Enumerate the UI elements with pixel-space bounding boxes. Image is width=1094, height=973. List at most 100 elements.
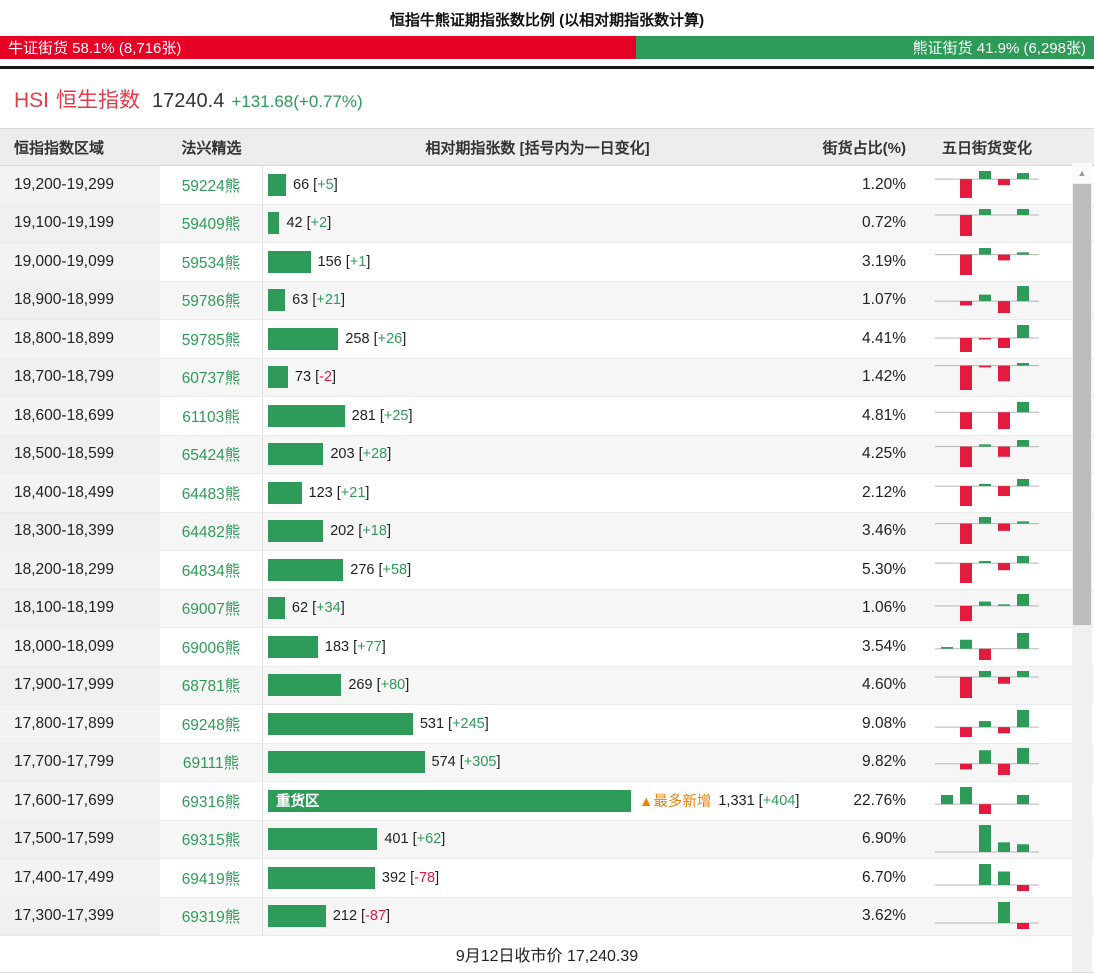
bull-label: 牛证街货 58.1% (8,716张) bbox=[8, 40, 182, 57]
certificate-code-link[interactable]: 69316熊 bbox=[160, 782, 263, 820]
bear-label: 熊证街货 41.9% (6,298张) bbox=[912, 40, 1086, 57]
five-day-sparkline bbox=[935, 786, 1039, 814]
contracts-bar bbox=[268, 212, 280, 235]
most-added-annotation: ▲最多新增 bbox=[639, 794, 712, 811]
contracts-cell: 重货区 ▲最多新增 1,331 [+404] bbox=[263, 782, 812, 820]
certificate-code-link[interactable]: 59224熊 bbox=[160, 166, 263, 204]
contracts-value: 202 [+18] bbox=[330, 523, 391, 540]
index-range-cell: 17,600-17,699 bbox=[0, 782, 160, 820]
certificate-code-link[interactable]: 64483熊 bbox=[160, 474, 263, 512]
index-range-cell: 18,800-18,899 bbox=[0, 320, 160, 358]
col-header-picks: 法兴精选 bbox=[181, 139, 242, 157]
certificate-code-link[interactable]: 65424熊 bbox=[160, 435, 263, 473]
five-day-sparkline bbox=[935, 671, 1039, 699]
contracts-value: 63 [+21] bbox=[292, 292, 345, 309]
certificate-code-link[interactable]: 69111熊 bbox=[160, 743, 263, 781]
certificate-code-link[interactable]: 69319熊 bbox=[160, 897, 263, 935]
five-day-chart-cell bbox=[912, 859, 1062, 897]
col-header-five-day: 五日街货变化 bbox=[941, 139, 1032, 157]
contracts-value: 269 [+80] bbox=[348, 677, 410, 694]
five-day-sparkline bbox=[935, 902, 1039, 930]
table-header-row: 恒指指数区域 法兴精选 相对期指张数 [括号内为一日变化] 街货占比(%) 五日… bbox=[0, 128, 1094, 166]
contracts-bar bbox=[268, 173, 286, 196]
certificate-code-link[interactable]: 69006熊 bbox=[160, 628, 263, 666]
outstanding-pct: 1.06% bbox=[862, 599, 906, 617]
page-title: 恒指牛熊证期指张数比例 (以相对期指张数计算) bbox=[389, 12, 705, 29]
table-row: 18,900-18,999 59786熊 63 [+21] 1.07% bbox=[0, 281, 1094, 320]
contracts-value-bracket: ] bbox=[386, 523, 391, 540]
contracts-cell: 392 [-78] bbox=[263, 859, 812, 897]
section-divider bbox=[0, 66, 1094, 69]
index-price: 17240.4 bbox=[152, 90, 225, 112]
contracts-value: 203 [+28] bbox=[330, 446, 392, 463]
bull-bear-ratio-bar: 牛证街货 58.1% (8,716张) 熊证街货 41.9% (6,298张) bbox=[0, 36, 1094, 59]
five-day-chart-cell bbox=[912, 821, 1062, 859]
certificate-code-link[interactable]: 59534熊 bbox=[160, 243, 263, 281]
contracts-day-change: -87 bbox=[365, 908, 387, 925]
certificate-code-link[interactable]: 59409熊 bbox=[160, 204, 263, 242]
index-range-cell: 18,100-18,199 bbox=[0, 589, 160, 627]
index-range-cell: 19,000-19,099 bbox=[0, 243, 160, 281]
col-header-index-range: 恒指指数区域 bbox=[14, 139, 105, 157]
five-day-sparkline bbox=[935, 286, 1039, 314]
index-range-cell: 17,500-17,599 bbox=[0, 820, 160, 858]
contracts-bar bbox=[268, 597, 285, 620]
index-range-cell: 19,100-19,199 bbox=[0, 204, 160, 242]
five-day-sparkline bbox=[935, 632, 1039, 660]
index-range-cell: 17,800-17,899 bbox=[0, 705, 160, 743]
table-row: 19,100-19,199 59409熊 42 [+2] 0.72% bbox=[0, 204, 1094, 243]
table-row: 18,400-18,499 64483熊 123 [+21] 2.12% bbox=[0, 474, 1094, 513]
contracts-bar bbox=[268, 635, 318, 658]
five-day-chart-cell bbox=[912, 243, 1062, 281]
contracts-day-change: +404 bbox=[762, 792, 796, 809]
certificate-code-link[interactable]: 69007熊 bbox=[160, 589, 263, 627]
certificate-code-link[interactable]: 59786熊 bbox=[160, 281, 263, 319]
certificate-code-link[interactable]: 69419熊 bbox=[160, 859, 263, 897]
certificate-code-link[interactable]: 64834熊 bbox=[160, 551, 263, 589]
table-body: 19,200-19,299 59224熊 66 [+5] 1.20% 19,100-19… bbox=[0, 166, 1094, 936]
certificate-code-link[interactable]: 61103熊 bbox=[160, 397, 263, 435]
contracts-bar bbox=[268, 905, 326, 928]
contracts-day-change: +62 bbox=[416, 831, 442, 848]
vertical-scrollbar[interactable]: ▲ bbox=[1072, 163, 1092, 972]
contracts-value: 281 [+25] bbox=[351, 407, 413, 424]
five-day-sparkline bbox=[935, 555, 1039, 583]
outstanding-pct: 22.76% bbox=[853, 791, 906, 809]
certificate-code-link[interactable]: 68781熊 bbox=[160, 666, 263, 704]
contracts-cell: 202 [+18] bbox=[263, 513, 812, 551]
index-symbol: HSI bbox=[14, 89, 50, 112]
table-row: 17,500-17,599 69315熊 401 [+62] 6.90% bbox=[0, 820, 1094, 859]
index-range-cell: 17,700-17,799 bbox=[0, 743, 160, 781]
contracts-day-change: +58 bbox=[382, 561, 408, 578]
outstanding-pct: 4.41% bbox=[862, 329, 906, 347]
certificate-code-link[interactable]: 64482熊 bbox=[160, 512, 263, 550]
scrollbar-thumb[interactable] bbox=[1073, 184, 1091, 625]
contracts-bar bbox=[268, 366, 288, 389]
five-day-chart-cell bbox=[912, 320, 1062, 358]
five-day-chart-cell bbox=[912, 744, 1062, 782]
certificate-code-link[interactable]: 59785熊 bbox=[160, 320, 263, 358]
index-range-cell: 18,000-18,099 bbox=[0, 628, 160, 666]
five-day-chart-cell bbox=[912, 628, 1062, 666]
five-day-sparkline bbox=[935, 324, 1039, 352]
five-day-chart-cell bbox=[912, 513, 1062, 551]
contracts-day-change: +5 bbox=[317, 176, 334, 193]
certificate-code-link[interactable]: 69248熊 bbox=[160, 705, 263, 743]
five-day-sparkline bbox=[935, 517, 1039, 545]
contracts-day-change: +80 bbox=[380, 677, 406, 694]
table-row: 18,300-18,399 64482熊 202 [+18] 3.46% bbox=[0, 512, 1094, 551]
index-range-cell: 18,700-18,799 bbox=[0, 358, 160, 396]
contracts-value: 258 [+26] bbox=[345, 330, 407, 347]
contracts-value: 212 [-87] bbox=[332, 908, 391, 925]
contracts-value: 73 [-2] bbox=[294, 369, 337, 386]
scroll-up-icon[interactable]: ▲ bbox=[1072, 163, 1092, 183]
contracts-value-bracket: ] bbox=[340, 600, 345, 617]
five-day-sparkline bbox=[935, 209, 1039, 237]
certificate-code-link[interactable]: 60737熊 bbox=[160, 358, 263, 396]
certificate-code-link[interactable]: 69315熊 bbox=[160, 820, 263, 858]
table-row: 18,700-18,799 60737熊 73 [-2] 1.42% bbox=[0, 358, 1094, 397]
five-day-chart-cell bbox=[912, 359, 1062, 397]
five-day-sparkline bbox=[935, 825, 1039, 853]
five-day-sparkline bbox=[935, 440, 1039, 468]
outstanding-pct: 1.07% bbox=[862, 291, 906, 309]
